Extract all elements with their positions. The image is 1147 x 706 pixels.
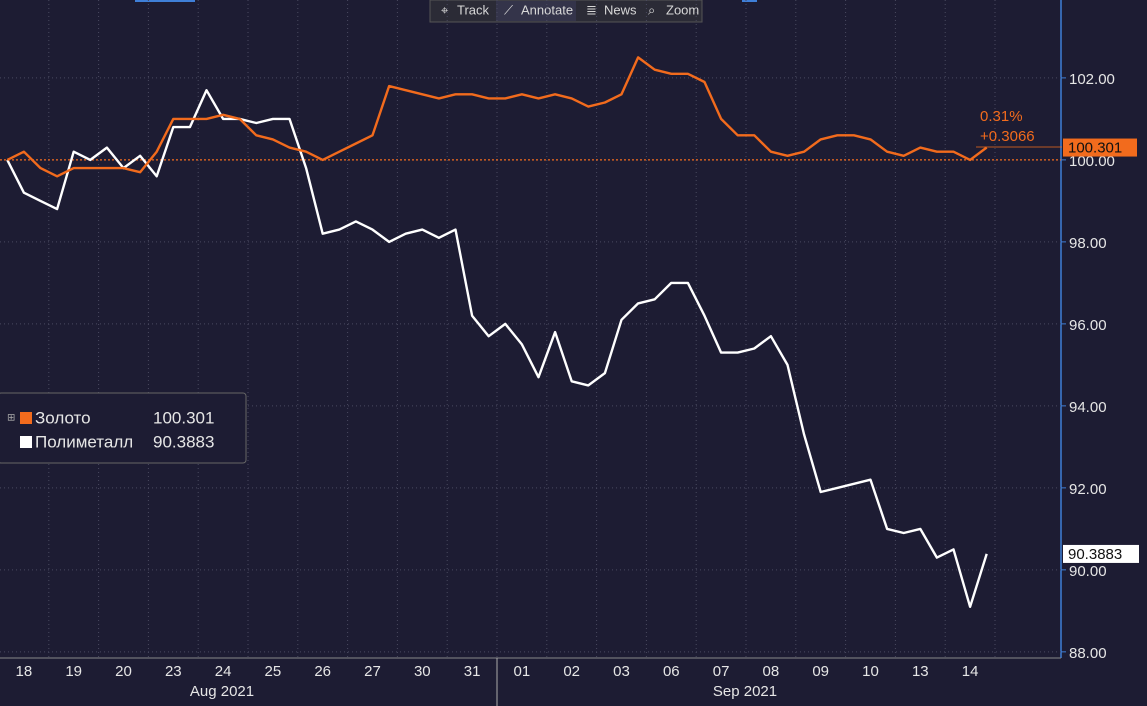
y-tick-label: 94.00	[1069, 399, 1107, 416]
x-tick-label: 13	[912, 663, 929, 680]
x-tick-label: 14	[962, 663, 979, 680]
y-tick-label: 88.00	[1069, 645, 1107, 662]
x-tick-label: 08	[763, 663, 780, 680]
x-tick-label: 19	[65, 663, 82, 680]
toolbar-button[interactable]: ⌕ Zoom	[648, 2, 699, 17]
y-tick-label: 90.00	[1069, 563, 1107, 580]
x-tick-label: 27	[364, 663, 381, 680]
month-label: Aug 2021	[190, 683, 254, 700]
legend: ⊞	[0, 392, 247, 464]
legend-icon: ⊞	[7, 413, 15, 424]
x-tick-label: 06	[663, 663, 680, 680]
last-value-label: 100.301	[1068, 140, 1122, 157]
y-tick-label: 102.00	[1069, 71, 1115, 88]
x-tick-label: 10	[862, 663, 879, 680]
icon: ≣	[586, 2, 597, 17]
y-tick-label: 92.00	[1069, 481, 1107, 498]
button-label[interactable]: Zoom	[666, 2, 699, 17]
x-tick-label: 26	[314, 663, 331, 680]
x-tick-label: 23	[165, 663, 182, 680]
x-tick-label: 25	[265, 663, 282, 680]
button-label[interactable]: Track	[457, 2, 490, 17]
legend-value: 100.301	[153, 408, 214, 427]
x-tick-label: 09	[812, 663, 829, 680]
x-tick-label: 20	[115, 663, 132, 680]
last-value-box	[1063, 138, 1137, 157]
icon: ⌕	[648, 2, 655, 17]
legend-swatch	[20, 412, 32, 424]
button-label[interactable]: Annotate	[521, 2, 573, 17]
button-active-bg	[496, 1, 576, 21]
x-tick-label: 02	[563, 663, 580, 680]
legend-label: Золото	[35, 408, 91, 427]
icon: ⌖	[441, 2, 449, 17]
legend-box	[0, 392, 247, 464]
x-tick-label: 18	[16, 663, 33, 680]
button-label[interactable]: News	[604, 2, 637, 17]
legend-label: Полиметалл	[35, 432, 133, 451]
x-tick-label: 03	[613, 663, 630, 680]
annotation: +0.3066	[980, 128, 1035, 145]
y-tick-label: 98.00	[1069, 235, 1107, 252]
last-value-label: 90.3883	[1068, 546, 1122, 563]
x-tick-label: 01	[514, 663, 531, 680]
legend-swatch	[20, 436, 32, 448]
icon: ⟋	[504, 2, 514, 17]
y-tick-label: 96.00	[1069, 317, 1107, 334]
toolbar: ⌖ Track ⟋ Annotate ≣ News ⌕ Zoom	[429, 0, 703, 23]
y-tick-label: 100.00	[1069, 153, 1115, 170]
legend-value: 90.3883	[153, 432, 214, 451]
series-line	[6, 56, 988, 178]
toolbar-button[interactable]: ⌖ Track	[441, 2, 490, 17]
toolbar-button[interactable]: ⟋ Annotate	[504, 2, 573, 17]
x-tick-label: 30	[414, 663, 431, 680]
x-tick-label: 07	[713, 663, 730, 680]
series-line	[6, 89, 988, 608]
x-tick-label: 24	[215, 663, 232, 680]
last-value-box	[1063, 544, 1139, 563]
lines	[6, 56, 988, 608]
annotation: 0.31%	[980, 108, 1023, 125]
toolbar-button[interactable]: ≣ News	[586, 2, 637, 17]
x-tick-label: 31	[464, 663, 481, 680]
month-label: Sep 2021	[713, 683, 777, 700]
